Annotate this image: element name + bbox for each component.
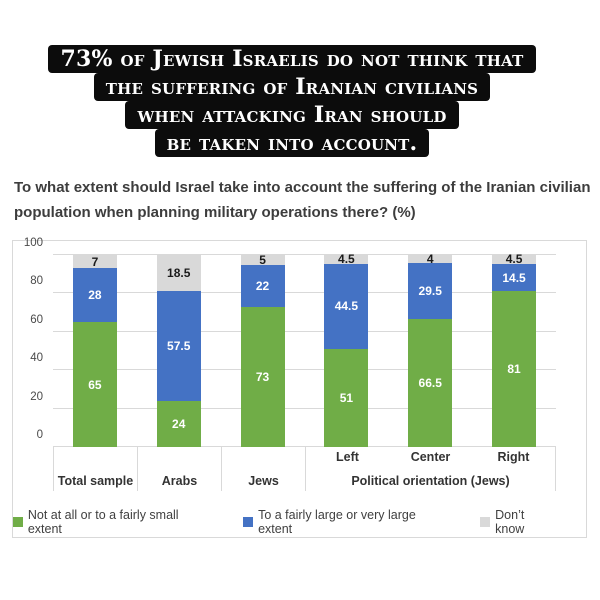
- axis-group-label: Total sample: [57, 474, 134, 488]
- y-axis-tick: 80: [30, 275, 43, 288]
- headline-line-1: 73% of Jewish Israelis do not think that: [48, 45, 536, 73]
- plot-gridline: [53, 330, 556, 332]
- legend-swatch-icon: [243, 517, 254, 527]
- plot-gridline: [53, 292, 556, 294]
- axis-group: Arabs: [137, 447, 221, 491]
- bar-segment: 14.5: [492, 263, 537, 292]
- axis-sub-label: Right: [497, 450, 530, 464]
- axis-group: Jews: [221, 447, 305, 491]
- headline-line-2: the suffering of Iranian civilians: [93, 73, 491, 101]
- legend-label: Don’t know: [495, 508, 525, 536]
- bar: 73 22 5: [240, 254, 285, 447]
- bar-segment: 5: [240, 254, 285, 266]
- bar: 66.5 29.5 4: [408, 253, 453, 447]
- legend-item: To a fairly large or very large extent: [243, 508, 450, 536]
- bar-segment: 81: [492, 291, 537, 447]
- headline-line-4: be taken into account.: [154, 129, 430, 157]
- headline-banner: 73% of Jewish Israelis do not think that…: [0, 45, 600, 157]
- bar-slot-total-sample: 65 28 7: [53, 255, 137, 447]
- bar-slot-jews: 73 22 5: [221, 254, 305, 447]
- plot-gridline: [53, 254, 556, 255]
- bar-slot-center: 66.5 29.5 4: [388, 253, 472, 447]
- bar: 24 57.5 18.5: [156, 255, 201, 447]
- bar-slot-right: 81 14.5 4.5: [472, 254, 556, 447]
- legend-swatch-icon: [13, 517, 23, 527]
- axis-group-label: Arabs: [161, 474, 198, 488]
- bar: 65 28 7: [72, 255, 117, 447]
- bar-segment: 22: [240, 264, 285, 307]
- axis-group-label: Jews: [248, 474, 279, 488]
- bar-segment: 7: [72, 255, 117, 269]
- legend-swatch-icon: [480, 517, 491, 527]
- bar-segment: 28: [72, 268, 117, 323]
- bar-segment: 51: [324, 349, 369, 447]
- y-axis-tick: 0: [36, 429, 43, 441]
- headline-line-3: when attacking Iran should: [125, 101, 459, 129]
- axis-group: Left Center Right Political orientation (Je…: [305, 447, 556, 491]
- axis-sub-label: Center: [410, 450, 451, 464]
- bar-segment: 18.5: [156, 255, 201, 291]
- bar-segment: 73: [240, 306, 285, 447]
- chart-question: To what extent should Israel take into a…: [14, 179, 591, 221]
- bar-slot-arabs: 24 57.5 18.5: [137, 255, 221, 447]
- y-axis-tick: 40: [30, 352, 43, 365]
- bar: 81 14.5 4.5: [492, 254, 537, 447]
- y-axis-tick: 100: [23, 237, 43, 249]
- legend: Not at all or to a fairly small extent To…: [13, 508, 556, 536]
- bar: 51 44.5 4.5: [324, 254, 369, 447]
- plot-gridline: [53, 407, 556, 409]
- plot-area: 65 28 7 24 57.5 18.5 73 22 5 51 44.5 4.5 66.5 29.5 4 81…: [53, 253, 556, 447]
- bar-segment: 66.5: [408, 319, 453, 447]
- y-axis-tick: 20: [30, 390, 43, 403]
- axis-sub-label: Left: [336, 450, 359, 464]
- legend-label: Not at all or to a fairly small extent: [27, 508, 179, 536]
- y-axis: 0 20 40 60 80 100: [13, 237, 53, 447]
- bar-segment: 57.5: [156, 290, 201, 401]
- bar-segment: 4.5: [492, 254, 537, 265]
- axis-group-label: Political orientation (Jews): [351, 474, 510, 488]
- bar-slot-left: 51 44.5 4.5: [304, 254, 388, 447]
- plot-row: 0 20 40 60 80 100 65 28 7 24 57.5 18.5 73 22 5 51 44.5 4…: [13, 237, 556, 447]
- y-axis-tick: 60: [30, 313, 43, 326]
- bars-container: 65 28 7 24 57.5 18.5 73 22 5 51 44.5 4.5 66.5 29.5 4 81…: [53, 253, 556, 447]
- bar-segment: 4.5: [324, 254, 369, 265]
- category-axis: Total sample Arabs Jews Left Center Right Poli…: [53, 447, 556, 491]
- axis-sub-row: Left Center Right: [306, 447, 555, 464]
- plot-gridline: [53, 369, 556, 371]
- bar-segment: 65: [72, 322, 117, 447]
- bar-segment: 4: [408, 253, 453, 265]
- bar-segment: 29.5: [408, 262, 453, 320]
- axis-group: Total sample: [53, 447, 137, 491]
- plot-gridline: [53, 446, 556, 447]
- bar-segment: 44.5: [324, 263, 369, 350]
- stacked-bar-chart: 0 20 40 60 80 100 65 28 7 24 57.5 18.5 73 22 5 51 44.5 4…: [12, 237, 587, 538]
- legend-label: To a fairly large or very large extent: [258, 508, 416, 536]
- legend-item: Don’t know: [480, 508, 556, 536]
- bar-segment: 24: [156, 400, 201, 447]
- legend-item: Not at all or to a fairly small extent: [13, 508, 213, 536]
